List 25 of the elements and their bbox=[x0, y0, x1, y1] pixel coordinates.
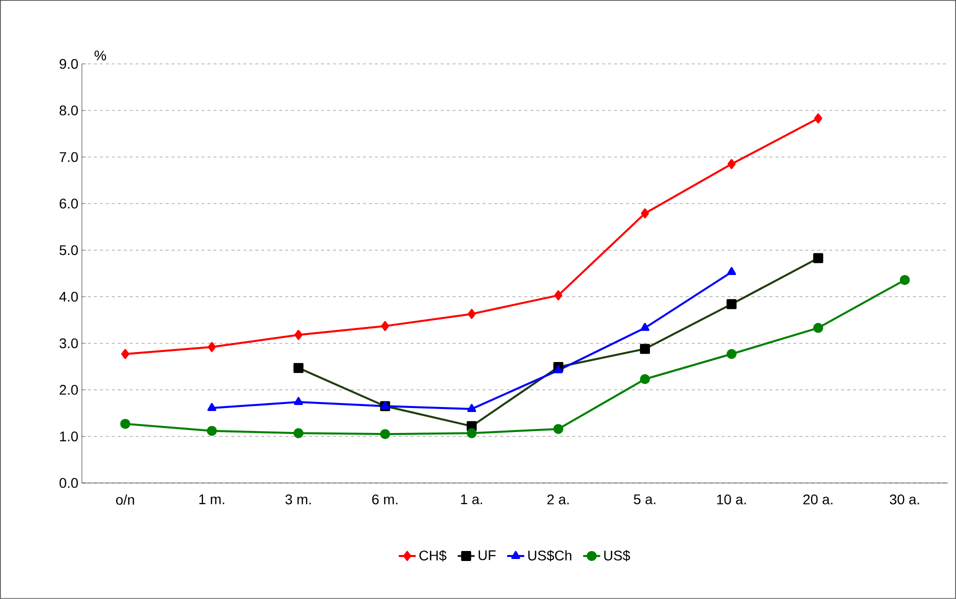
legend-label: UF bbox=[478, 550, 496, 560]
x-tick-label: 5 a. bbox=[634, 494, 656, 504]
legend-label: CH$ bbox=[419, 550, 446, 562]
x-tick-label: 3 m. bbox=[285, 494, 311, 504]
x-tick-label: 6 m. bbox=[372, 494, 398, 504]
x-tick-label: 20 a. bbox=[803, 494, 832, 504]
legend-label: US$Ch bbox=[528, 550, 572, 562]
x-tick-label: o/n bbox=[116, 494, 134, 505]
x-tick-label: 30 a. bbox=[890, 494, 920, 504]
y-tick-label: 4.0 bbox=[59, 292, 78, 302]
y-tick-label: 7.0 bbox=[60, 152, 78, 162]
x-tick-label: 1 m. bbox=[199, 494, 224, 504]
y-tick-label: 0.0 bbox=[60, 478, 78, 488]
x-tick-label: 10 a. bbox=[717, 494, 746, 504]
y-tick-label: 9.0 bbox=[60, 58, 78, 69]
y-tick-label: 3.0 bbox=[60, 338, 78, 348]
y-tick-label: 2.0 bbox=[60, 384, 78, 395]
y-tick-label: 1.0 bbox=[60, 432, 78, 442]
y-tick-label: 6.0 bbox=[60, 198, 78, 209]
y-axis-title: % bbox=[94, 50, 106, 60]
legend-label: US$ bbox=[604, 550, 630, 562]
y-tick-label: 5.0 bbox=[60, 245, 78, 256]
x-tick-label: 2 a. bbox=[547, 494, 569, 504]
y-tick-label: 8.0 bbox=[60, 106, 78, 116]
x-tick-label: 1 a. bbox=[461, 494, 482, 504]
